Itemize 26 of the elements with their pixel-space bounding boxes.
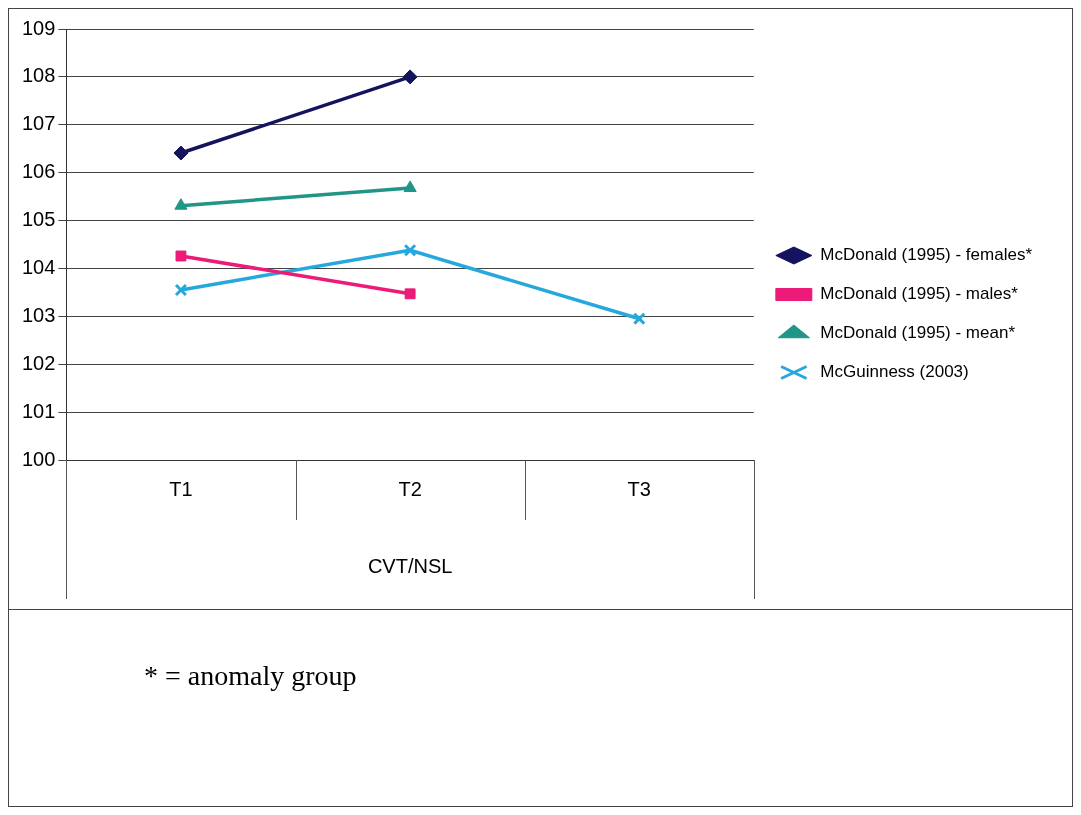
y-tick-label: 103 [21, 303, 56, 326]
y-tick-label: 100 [21, 447, 56, 470]
point [403, 243, 417, 257]
y-tick-label: 108 [21, 64, 56, 87]
legend-label: McGuinness (2003) [820, 362, 969, 382]
y-tick-label: 104 [21, 255, 56, 278]
text: * = anomaly group [144, 660, 358, 692]
x-tick-label: T2 [398, 477, 422, 500]
point [174, 283, 188, 297]
y-tick-label: 109 [21, 16, 56, 39]
y-tick-label: 102 [21, 351, 56, 374]
x-tick-label: T1 [169, 477, 193, 500]
legend-label: McDonald (1995) - mean* [820, 323, 1016, 343]
x-tick-label: T3 [627, 477, 651, 500]
legend-label: McDonald (1995) - males* [820, 284, 1019, 304]
y-tick-label: 105 [21, 208, 56, 231]
point [402, 69, 418, 85]
point [404, 288, 416, 300]
point [632, 312, 646, 326]
point [173, 145, 189, 161]
legend-label: McDonald (1995) - females* [820, 245, 1033, 265]
y-tick-label: 107 [21, 112, 56, 135]
x-axis-title: CVT/NSL [367, 554, 453, 577]
point [175, 250, 187, 262]
y-tick-label: 101 [21, 399, 56, 422]
y-tick-label: 106 [21, 160, 56, 183]
